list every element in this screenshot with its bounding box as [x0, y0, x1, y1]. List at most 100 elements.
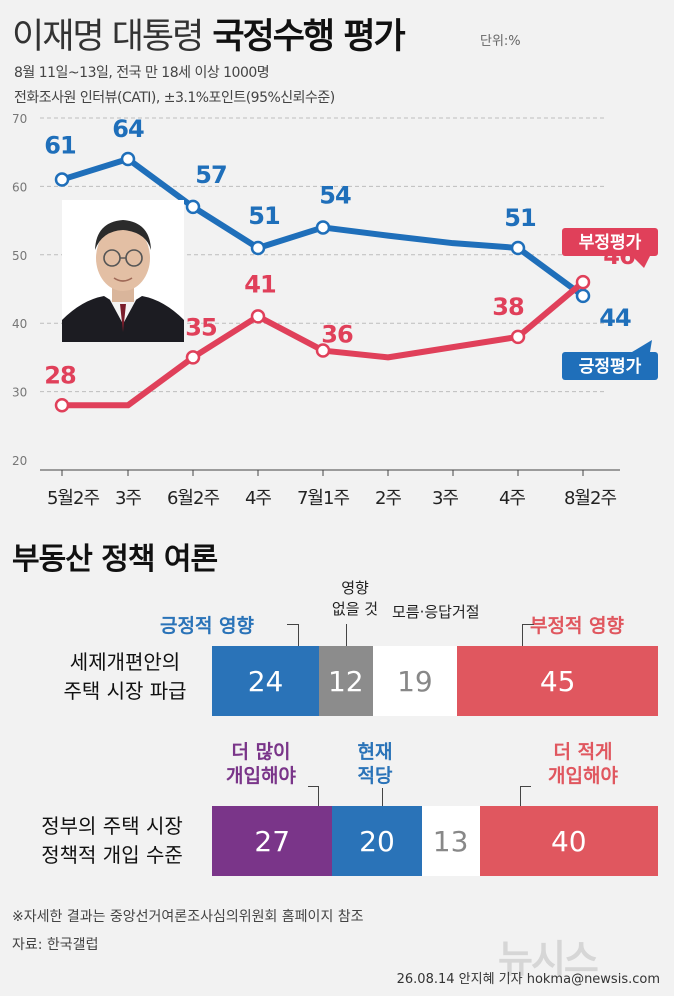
survey-period: 8월 11일~13일, 전국 만 18세 이상 1000명 — [14, 65, 270, 81]
data-point — [575, 288, 591, 304]
bar-segment: 24 — [212, 646, 320, 716]
tick-more — [318, 786, 319, 806]
footnote: ※자세한 결과는 중앙선거여론조사심의위원회 홈페이지 참조 — [12, 909, 364, 925]
x-tick-label: 7월1주 — [297, 488, 349, 509]
bar-segment: 40 — [479, 806, 658, 876]
data-point — [315, 220, 331, 235]
data-label: 51 — [504, 204, 536, 232]
tick-no-impact — [346, 624, 347, 646]
title-light: 이재명 대통령 — [12, 17, 204, 57]
tick-positive-h — [287, 624, 299, 625]
legend-positive-tail — [632, 340, 652, 352]
x-tick-label: 3주 — [432, 488, 458, 509]
chart-title: 이재명 대통령 국정수행 평가 — [12, 8, 406, 59]
bar-segment: 45 — [457, 646, 658, 716]
source: 자료: 한국갤럽 — [12, 937, 99, 953]
x-tick-label: 5월2주 — [47, 488, 99, 509]
bar-segment: 13 — [421, 806, 480, 876]
unit-label: 단위:% — [480, 34, 521, 49]
data-point — [510, 240, 526, 256]
data-label: 36 — [321, 321, 353, 349]
data-point — [54, 172, 70, 187]
title-bold: 국정수행 평가 — [212, 17, 405, 57]
x-tick-label: 8월2주 — [564, 488, 616, 509]
row1-label-line1: 세제개편안의 — [69, 650, 181, 674]
legend-negative: 부정평가 — [562, 228, 658, 268]
bar-value-label: 40 — [550, 824, 587, 858]
legend-negative-tail — [632, 256, 650, 268]
y-tick-label: 40 — [12, 317, 27, 331]
bar-segment: 12 — [319, 646, 373, 716]
y-tick-label: 60 — [12, 180, 27, 194]
data-point — [315, 343, 331, 358]
x-tick-label: 4주 — [245, 488, 271, 509]
intervention-level-bar: 27 20 13 40 — [212, 806, 658, 876]
legend-no-impact-line1: 영향 — [341, 579, 369, 597]
y-tick-label: 70 — [12, 112, 27, 126]
legend-more-line2: 개입해야 — [226, 765, 296, 787]
tick-ok — [382, 788, 383, 806]
legend-more-line1: 더 많이 — [231, 741, 291, 763]
legend-no-impact: 영향 없을 것 — [320, 578, 390, 620]
legend-more-intervention: 더 많이 개입해야 — [212, 740, 310, 788]
section-title: 부동산 정책 여론 — [12, 542, 218, 577]
bar-value-label: 27 — [254, 824, 291, 858]
data-point — [510, 329, 526, 345]
data-label: 61 — [44, 132, 76, 160]
legend-less-intervention: 더 적게 개입해야 — [528, 740, 638, 788]
legend-negative-text: 부정평가 — [579, 233, 642, 253]
president-photo — [62, 200, 184, 342]
data-label: 35 — [185, 313, 217, 341]
legend-unknown-1: 모름·응답거절 — [392, 603, 480, 621]
housing-impact-bar: 24 12 19 45 — [212, 646, 658, 716]
x-tick-label: 4주 — [499, 488, 525, 509]
survey-method: 전화조사원 인터뷰(CATI), ±3.1%포인트(95%신뢰수준) — [14, 90, 335, 106]
newsis-watermark: 뉴시스 — [498, 937, 599, 981]
legend-positive-text: 긍정평가 — [579, 357, 642, 377]
y-tick-label: 20 — [12, 454, 27, 468]
y-tick-label: 30 — [12, 386, 27, 400]
legend-less-line1: 더 적게 — [553, 741, 613, 763]
tick-more-h — [308, 786, 319, 787]
data-point — [120, 151, 136, 167]
row2-label-line1: 정부의 주택 시장 — [41, 814, 183, 838]
data-point — [250, 240, 266, 256]
bar-value-label: 45 — [539, 664, 576, 698]
approval-line-chart: 20 30 40 50 60 70 5월2주 3주 6월2주 4주 7월1주 2주 3주 4주 8월2주 61… — [12, 112, 658, 509]
row1-label: 세제개편안의 주택 시장 파급 — [40, 648, 210, 706]
tick-less-h — [520, 786, 531, 787]
data-label: 44 — [599, 304, 631, 332]
x-tick-label: 6월2주 — [167, 488, 219, 509]
data-label: 51 — [248, 202, 280, 230]
bar-value-label: 12 — [327, 664, 364, 698]
bar-value-label: 20 — [359, 824, 395, 858]
tick-positive — [298, 624, 299, 646]
legend-ok-line1: 현재 — [357, 741, 393, 763]
legend-ok-line2: 적당 — [357, 765, 393, 787]
data-label: 28 — [44, 361, 76, 389]
data-point — [575, 274, 591, 290]
data-label: 64 — [112, 115, 144, 143]
credit: 26.08.14 안지혜 기자 hokma@newsis.com — [396, 972, 660, 987]
data-point — [250, 309, 266, 324]
bar-segment: 20 — [332, 806, 422, 876]
data-label: 57 — [195, 161, 226, 189]
y-tick-label: 50 — [12, 249, 27, 263]
bar-value-label: 13 — [432, 824, 469, 858]
bar-value-label: 24 — [247, 664, 284, 698]
row1-label-line2: 주택 시장 파급 — [63, 679, 187, 703]
bar-segment: 19 — [372, 646, 458, 716]
tick-less — [520, 786, 521, 806]
data-point — [185, 199, 201, 215]
legend-negative-box — [562, 228, 658, 256]
row2-label-line2: 정책적 개입 수준 — [41, 843, 183, 867]
legend-current-ok: 현재 적당 — [350, 740, 400, 788]
tick-negative — [522, 624, 523, 646]
legend-positive-box — [562, 352, 658, 380]
x-tick-label: 3주 — [115, 488, 141, 509]
bar-value-label: 19 — [397, 664, 433, 698]
data-label: 38 — [492, 293, 524, 321]
data-label: 54 — [319, 181, 351, 209]
bar-segment: 27 — [212, 806, 333, 876]
legend-less-line2: 개입해야 — [548, 765, 618, 787]
